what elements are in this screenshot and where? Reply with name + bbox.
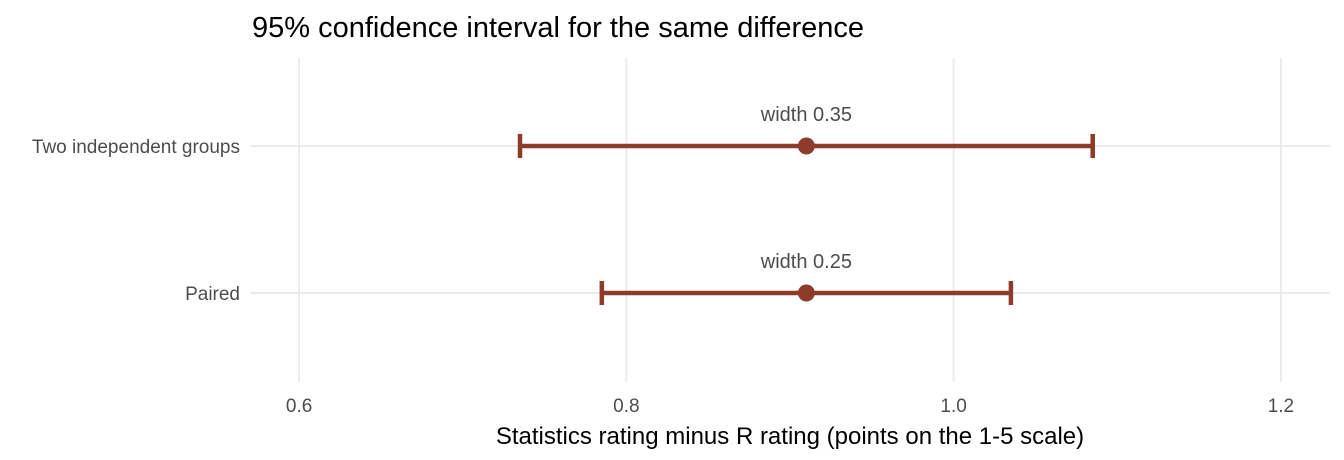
x-tick-label: 0.8 — [613, 396, 639, 417]
width-label: width 0.35 — [760, 104, 852, 126]
estimate-point — [797, 137, 815, 155]
y-tick-label: Paired — [185, 284, 240, 305]
x-axis-labels: 0.6 0.8 1.0 1.2 — [286, 396, 1294, 417]
chart-title: 95% confidence interval for the same dif… — [252, 12, 864, 44]
x-tick-label: 1.0 — [940, 396, 966, 417]
width-label: width 0.25 — [760, 251, 852, 273]
x-axis-title: Statistics rating minus R rating (points… — [496, 423, 1084, 450]
x-tick-label: 1.2 — [1268, 396, 1294, 417]
estimate-point — [797, 284, 815, 302]
interval-marks: width 0.35 width 0.25 — [517, 104, 1095, 305]
x-tick-label: 0.6 — [286, 396, 312, 417]
y-tick-label: Two independent groups — [32, 137, 240, 158]
y-axis-labels: Two independent groups Paired — [32, 137, 240, 305]
